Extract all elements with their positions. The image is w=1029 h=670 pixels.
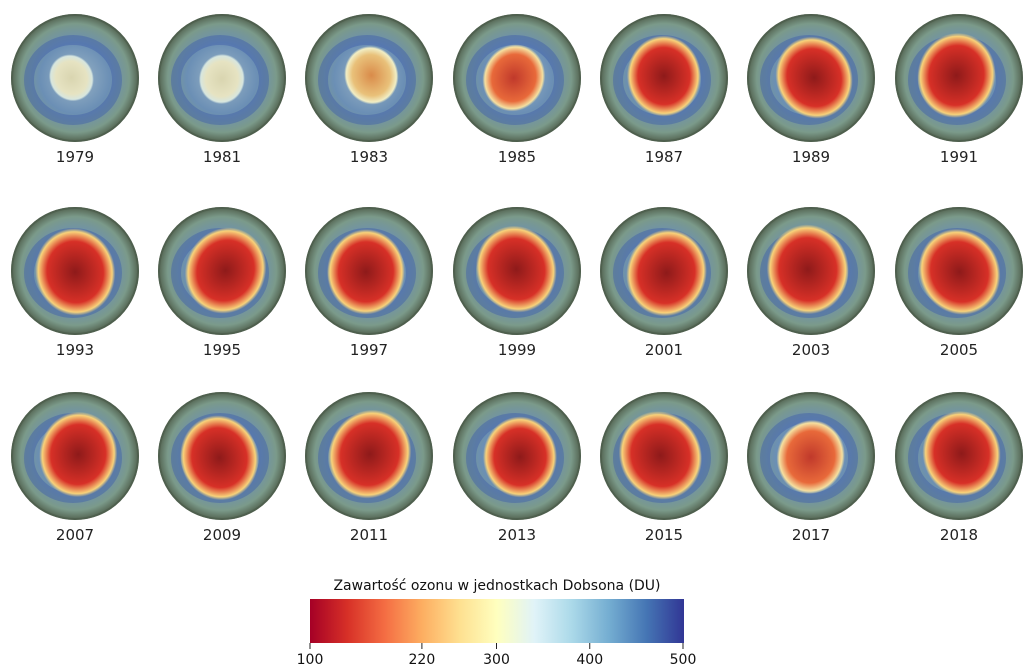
ozone-map-1981: 1981: [156, 12, 288, 182]
ozone-map-1997: 1997: [303, 205, 435, 375]
ozone-map-grid: 1979 1981 1983 1985 1987 1989 1991 1993 1995 1997…: [9, 12, 1025, 560]
ozone-map-2013: 2013: [451, 390, 583, 560]
map-year-label: 1981: [202, 148, 242, 166]
globe-map: [747, 392, 875, 520]
ozone-map-1993: 1993: [9, 205, 141, 375]
ozone-map-2011: 2011: [303, 390, 435, 560]
ozone-map-2001: 2001: [598, 205, 730, 375]
ozone-map-1979: 1979: [9, 12, 141, 182]
globe-map: [11, 207, 139, 335]
map-year-label: 2001: [644, 341, 684, 359]
map-year-label: 1995: [202, 341, 242, 359]
map-year-label: 2007: [55, 526, 95, 544]
colorbar-tick-label: 300: [483, 652, 510, 668]
map-year-label: 2011: [349, 526, 389, 544]
map-year-label: 2018: [939, 526, 979, 544]
colorbar-tick-label: 220: [408, 652, 436, 668]
ozone-map-1999: 1999: [451, 205, 583, 375]
map-year-label: 1987: [644, 148, 684, 166]
colorbar-tick-label: 400: [576, 652, 604, 668]
ozone-map-1983: 1983: [303, 12, 435, 182]
ozone-map-2015: 2015: [598, 390, 730, 560]
globe-map: [895, 14, 1023, 142]
map-year-label: 1983: [349, 148, 389, 166]
ozone-map-1991: 1991: [893, 12, 1025, 182]
colorbar-tick-label: 500: [669, 652, 697, 668]
map-year-label: 2005: [939, 341, 979, 359]
globe-map: [158, 14, 286, 142]
map-year-label: 1985: [497, 148, 537, 166]
map-year-label: 1989: [791, 148, 831, 166]
ozone-map-2007: 2007: [9, 390, 141, 560]
globe-map: [158, 207, 286, 335]
map-year-label: 2009: [202, 526, 242, 544]
map-year-label: 1999: [497, 341, 537, 359]
globe-map: [600, 392, 728, 520]
ozone-map-1987: 1987: [598, 12, 730, 182]
ozone-map-1989: 1989: [745, 12, 877, 182]
globe-map: [11, 14, 139, 142]
ozone-map-2009: 2009: [156, 390, 288, 560]
ozone-map-2018: 2018: [893, 390, 1025, 560]
globe-map: [747, 207, 875, 335]
ozone-map-1985: 1985: [451, 12, 583, 182]
globe-map: [600, 14, 728, 142]
globe-map: [11, 392, 139, 520]
globe-map: [305, 207, 433, 335]
ozone-map-1995: 1995: [156, 205, 288, 375]
map-year-label: 2013: [497, 526, 537, 544]
globe-map: [158, 392, 286, 520]
map-year-label: 2015: [644, 526, 684, 544]
colorbar-title: Zawartość ozonu w jednostkach Dobsona (D…: [333, 578, 661, 594]
ozone-map-2017: 2017: [745, 390, 877, 560]
ozone-map-2003: 2003: [745, 205, 877, 375]
globe-map: [600, 207, 728, 335]
map-year-label: 2017: [791, 526, 831, 544]
map-year-label: 1991: [939, 148, 979, 166]
globe-map: [305, 14, 433, 142]
map-year-label: 2003: [791, 341, 831, 359]
globe-map: [453, 207, 581, 335]
colorbar-tick-label: 100: [296, 652, 324, 668]
globe-map: [895, 207, 1023, 335]
colorbar-gradient: [310, 599, 684, 643]
globe-map: [747, 14, 875, 142]
globe-map: [453, 392, 581, 520]
ozone-map-2005: 2005: [893, 205, 1025, 375]
globe-map: [453, 14, 581, 142]
map-year-label: 1979: [55, 148, 95, 166]
map-year-label: 1993: [55, 341, 95, 359]
globe-map: [895, 392, 1023, 520]
globe-map: [305, 392, 433, 520]
map-year-label: 1997: [349, 341, 389, 359]
ozone-colorbar: [309, 599, 684, 649]
